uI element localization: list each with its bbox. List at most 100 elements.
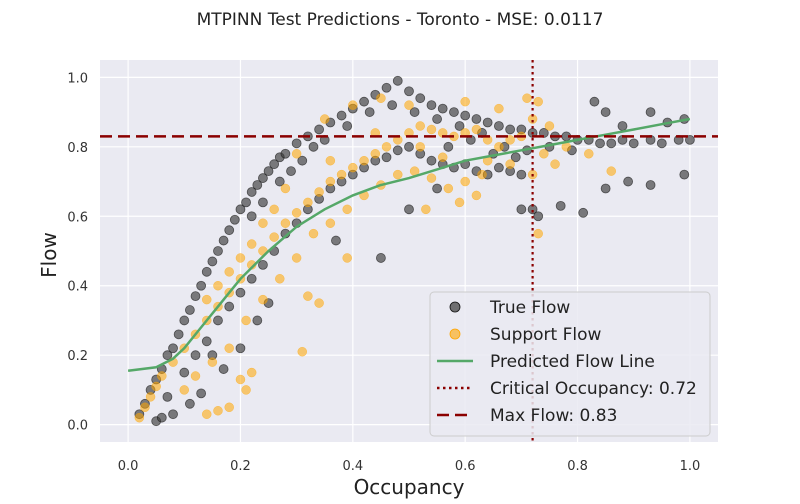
legend-box	[429, 291, 711, 437]
true-flow-point	[224, 225, 235, 236]
legend-label: Critical Occupancy: 0.72	[490, 379, 697, 399]
x-tick-label: 0.2	[230, 459, 251, 474]
x-tick-label: 0.6	[455, 459, 476, 474]
true-flow-point	[432, 183, 442, 194]
true-flow-point	[505, 124, 516, 135]
support-flow-point	[297, 346, 308, 357]
true-flow-point	[656, 138, 667, 149]
legend-marker-true-flow	[449, 301, 461, 313]
true-flow-point	[432, 114, 442, 124]
true-flow-point	[235, 287, 246, 298]
true-flow-point	[392, 75, 403, 86]
support-flow-point	[269, 232, 279, 242]
x-tick-label: 0.4	[342, 459, 363, 474]
support-flow-point	[280, 183, 291, 194]
true-flow-point	[162, 350, 173, 361]
support-flow-point	[348, 100, 358, 110]
true-flow-point	[218, 364, 229, 374]
true-flow-point	[606, 138, 617, 149]
true-flow-point	[196, 388, 207, 399]
true-flow-point	[415, 93, 426, 104]
support-flow-point	[235, 374, 246, 385]
legend-label: True Flow	[489, 298, 570, 318]
true-flow-point	[162, 391, 173, 402]
true-flow-point	[493, 121, 504, 131]
true-flow-point	[533, 211, 544, 222]
x-axis-label: Occupancy	[354, 475, 465, 499]
legend-label: Max Flow: 0.83	[490, 406, 617, 426]
support-flow-point	[443, 183, 454, 194]
support-flow-point	[471, 124, 482, 135]
support-flow-point	[426, 124, 437, 135]
true-flow-point	[291, 138, 302, 149]
support-flow-point	[404, 100, 414, 110]
support-flow-point	[235, 253, 246, 263]
true-flow-point	[263, 166, 274, 177]
true-flow-point	[510, 152, 521, 163]
support-flow-point	[533, 228, 543, 239]
x-tick-label: 0.8	[567, 459, 588, 474]
support-flow-point	[179, 385, 190, 395]
support-flow-point	[415, 121, 425, 131]
true-flow-point	[280, 148, 291, 159]
support-flow-point	[370, 149, 381, 159]
support-flow-point	[550, 159, 560, 169]
true-flow-point	[679, 169, 690, 180]
y-tick-label: 0.8	[67, 141, 88, 156]
true-flow-point	[392, 145, 403, 156]
legend-label: Predicted Flow Line	[490, 352, 655, 372]
axis-ticks: 0.0 0.2 0.4 0.6 0.8 1.0 0.0 0.2 0.4 0.6 0.8 1.0	[67, 71, 700, 474]
true-flow-point	[201, 336, 212, 347]
support-flow-point	[213, 405, 223, 416]
true-flow-point	[258, 197, 268, 208]
support-flow-point	[246, 367, 257, 378]
true-flow-point	[623, 176, 634, 187]
support-flow-point	[213, 280, 223, 291]
true-flow-point	[645, 107, 656, 117]
true-flow-point	[196, 280, 207, 291]
true-flow-point	[516, 204, 527, 215]
support-flow-point	[348, 162, 358, 173]
support-flow-point	[426, 173, 437, 183]
true-flow-point	[156, 412, 167, 423]
legend-label: Support Flow	[490, 325, 602, 345]
support-flow-points	[134, 93, 617, 423]
support-flow-point	[291, 149, 302, 159]
support-flow-point	[606, 166, 617, 176]
y-tick-label: 1.0	[67, 71, 88, 86]
support-flow-point	[460, 176, 470, 187]
support-flow-point	[241, 315, 251, 326]
support-flow-point	[258, 294, 268, 305]
true-flow-point	[235, 204, 246, 215]
true-flow-point	[404, 204, 414, 215]
support-flow-point	[303, 197, 313, 208]
true-flow-point	[218, 235, 229, 246]
true-flow-point	[179, 367, 190, 378]
true-flow-point	[190, 291, 201, 302]
support-flow-point	[190, 371, 201, 381]
true-flow-point	[516, 169, 527, 180]
support-flow-point	[291, 208, 302, 218]
true-flow-point	[482, 117, 493, 128]
support-flow-point	[224, 343, 234, 353]
chart-title: MTPINN Test Predictions - Toronto - MSE:…	[197, 10, 604, 30]
support-flow-point	[134, 412, 145, 423]
true-flow-point	[297, 155, 308, 166]
support-flow-point	[325, 218, 336, 228]
support-flow-point	[393, 169, 403, 180]
true-flow-point	[258, 173, 268, 183]
true-flow-point	[404, 141, 414, 152]
true-flow-point	[381, 152, 392, 163]
y-tick-label: 0.4	[67, 280, 88, 295]
support-flow-point	[269, 204, 279, 215]
support-flow-point	[471, 190, 482, 201]
true-flow-point	[409, 107, 420, 117]
true-flow-point	[308, 141, 319, 152]
true-flow-point	[449, 107, 459, 117]
true-flow-point	[286, 166, 296, 177]
true-flow-point	[376, 253, 386, 263]
support-flow-point	[342, 204, 352, 215]
true-flow-point	[241, 197, 251, 208]
true-flow-point	[252, 180, 263, 190]
